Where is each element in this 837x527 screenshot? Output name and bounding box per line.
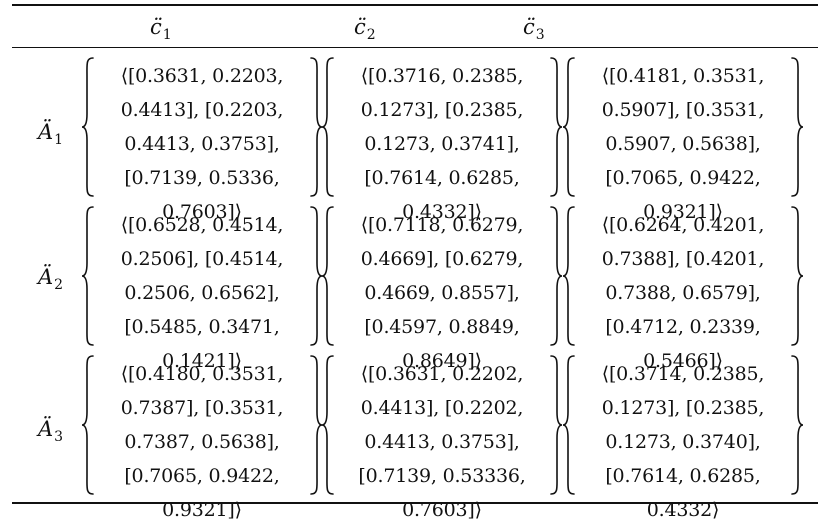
table-top-rule: [12, 4, 818, 6]
table-cell-r3-c2: ⟨[0.3631, 0.2202, 0.4413], [0.2202, 0.4413…: [320, 354, 564, 521]
table-cell-r1-c3: ⟨[0.4181, 0.3531, 0.5907], [0.3531, 0.5907…: [561, 56, 805, 223]
cell-value: ⟨[0.4181, 0.3531, 0.5907], [0.3531, 0.5907…: [601, 65, 765, 223]
right-brace-icon: [789, 205, 805, 347]
cell-value: ⟨[0.6528, 0.4514, 0.2506], [0.4514, 0.2506…: [120, 214, 284, 372]
left-brace-icon: [80, 56, 96, 198]
left-brace-icon: [561, 56, 577, 198]
table-bottom-rule: [12, 502, 818, 504]
column-header-c1: c̈1: [150, 15, 172, 43]
column-header-c2: c̈2: [354, 15, 376, 43]
left-brace-icon: [320, 56, 336, 198]
cell-value: ⟨[0.6264, 0.4201, 0.7388], [0.4201, 0.7388…: [601, 214, 765, 372]
left-brace-icon: [320, 354, 336, 496]
table-header-rule: [12, 47, 818, 48]
right-brace-icon: [789, 354, 805, 496]
row-header-a3: Ä3: [38, 417, 64, 445]
table-cell-r3-c3: ⟨[0.3714, 0.2385, 0.1273], [0.2385, 0.1273…: [561, 354, 805, 521]
cell-value: ⟨[0.3714, 0.2385, 0.1273], [0.2385, 0.1273…: [601, 363, 765, 521]
table-figure: c̈1 c̈2 c̈3 Ä1 Ä2 Ä3 ⟨[0.3631, 0.2203, 0.…: [12, 4, 818, 521]
left-brace-icon: [80, 205, 96, 347]
cell-value: ⟨[0.7118, 0.6279, 0.4669], [0.6279, 0.4669…: [360, 214, 524, 372]
left-brace-icon: [561, 354, 577, 496]
left-brace-icon: [80, 354, 96, 496]
cell-value: ⟨[0.3631, 0.2203, 0.4413], [0.2203, 0.4413…: [120, 65, 284, 223]
row-header-a2: Ä2: [38, 265, 64, 293]
cell-value: ⟨[0.4180, 0.3531, 0.7387], [0.3531, 0.7387…: [120, 363, 284, 521]
left-brace-icon: [561, 205, 577, 347]
right-brace-icon: [789, 56, 805, 198]
right-brace-icon: [548, 56, 564, 198]
table-cell-r2-c3: ⟨[0.6264, 0.4201, 0.7388], [0.4201, 0.7388…: [561, 205, 805, 372]
left-brace-icon: [320, 205, 336, 347]
table-cell-r2-c2: ⟨[0.7118, 0.6279, 0.4669], [0.6279, 0.4669…: [320, 205, 564, 372]
table-cell-r2-c1: ⟨[0.6528, 0.4514, 0.2506], [0.4514, 0.2506…: [80, 205, 324, 372]
table-cell-r1-c2: ⟨[0.3716, 0.2385, 0.1273], [0.2385, 0.1273…: [320, 56, 564, 223]
table-cell-r1-c1: ⟨[0.3631, 0.2203, 0.4413], [0.2203, 0.4413…: [80, 56, 324, 223]
right-brace-icon: [548, 354, 564, 496]
column-header-c3: c̈3: [523, 15, 545, 43]
table-cell-r3-c1: ⟨[0.4180, 0.3531, 0.7387], [0.3531, 0.7387…: [80, 354, 324, 521]
row-header-a1: Ä1: [38, 120, 64, 148]
right-brace-icon: [548, 205, 564, 347]
cell-value: ⟨[0.3716, 0.2385, 0.1273], [0.2385, 0.1273…: [360, 65, 524, 223]
cell-value: ⟨[0.3631, 0.2202, 0.4413], [0.2202, 0.4413…: [358, 363, 526, 521]
